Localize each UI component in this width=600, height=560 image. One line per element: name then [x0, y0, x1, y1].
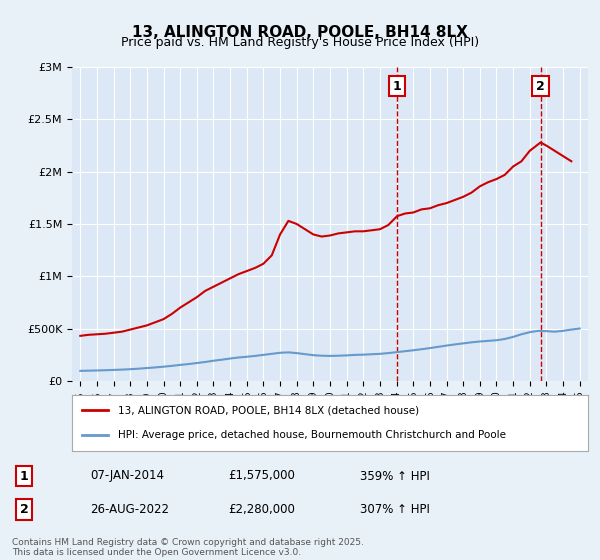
Text: HPI: Average price, detached house, Bournemouth Christchurch and Poole: HPI: Average price, detached house, Bour… [118, 430, 506, 440]
Text: 1: 1 [393, 80, 401, 92]
Text: Contains HM Land Registry data © Crown copyright and database right 2025.
This d: Contains HM Land Registry data © Crown c… [12, 538, 364, 557]
Text: 2: 2 [20, 503, 28, 516]
Text: 26-AUG-2022: 26-AUG-2022 [90, 503, 169, 516]
Text: 13, ALINGTON ROAD, POOLE, BH14 8LX: 13, ALINGTON ROAD, POOLE, BH14 8LX [132, 25, 468, 40]
Text: 13, ALINGTON ROAD, POOLE, BH14 8LX (detached house): 13, ALINGTON ROAD, POOLE, BH14 8LX (deta… [118, 405, 419, 416]
Text: 1: 1 [20, 469, 28, 483]
Text: Price paid vs. HM Land Registry's House Price Index (HPI): Price paid vs. HM Land Registry's House … [121, 36, 479, 49]
Text: 359% ↑ HPI: 359% ↑ HPI [360, 469, 430, 483]
Text: 2: 2 [536, 80, 545, 92]
Text: £2,280,000: £2,280,000 [228, 503, 295, 516]
Text: £1,575,000: £1,575,000 [228, 469, 295, 483]
Text: 307% ↑ HPI: 307% ↑ HPI [360, 503, 430, 516]
Text: 07-JAN-2014: 07-JAN-2014 [90, 469, 164, 483]
